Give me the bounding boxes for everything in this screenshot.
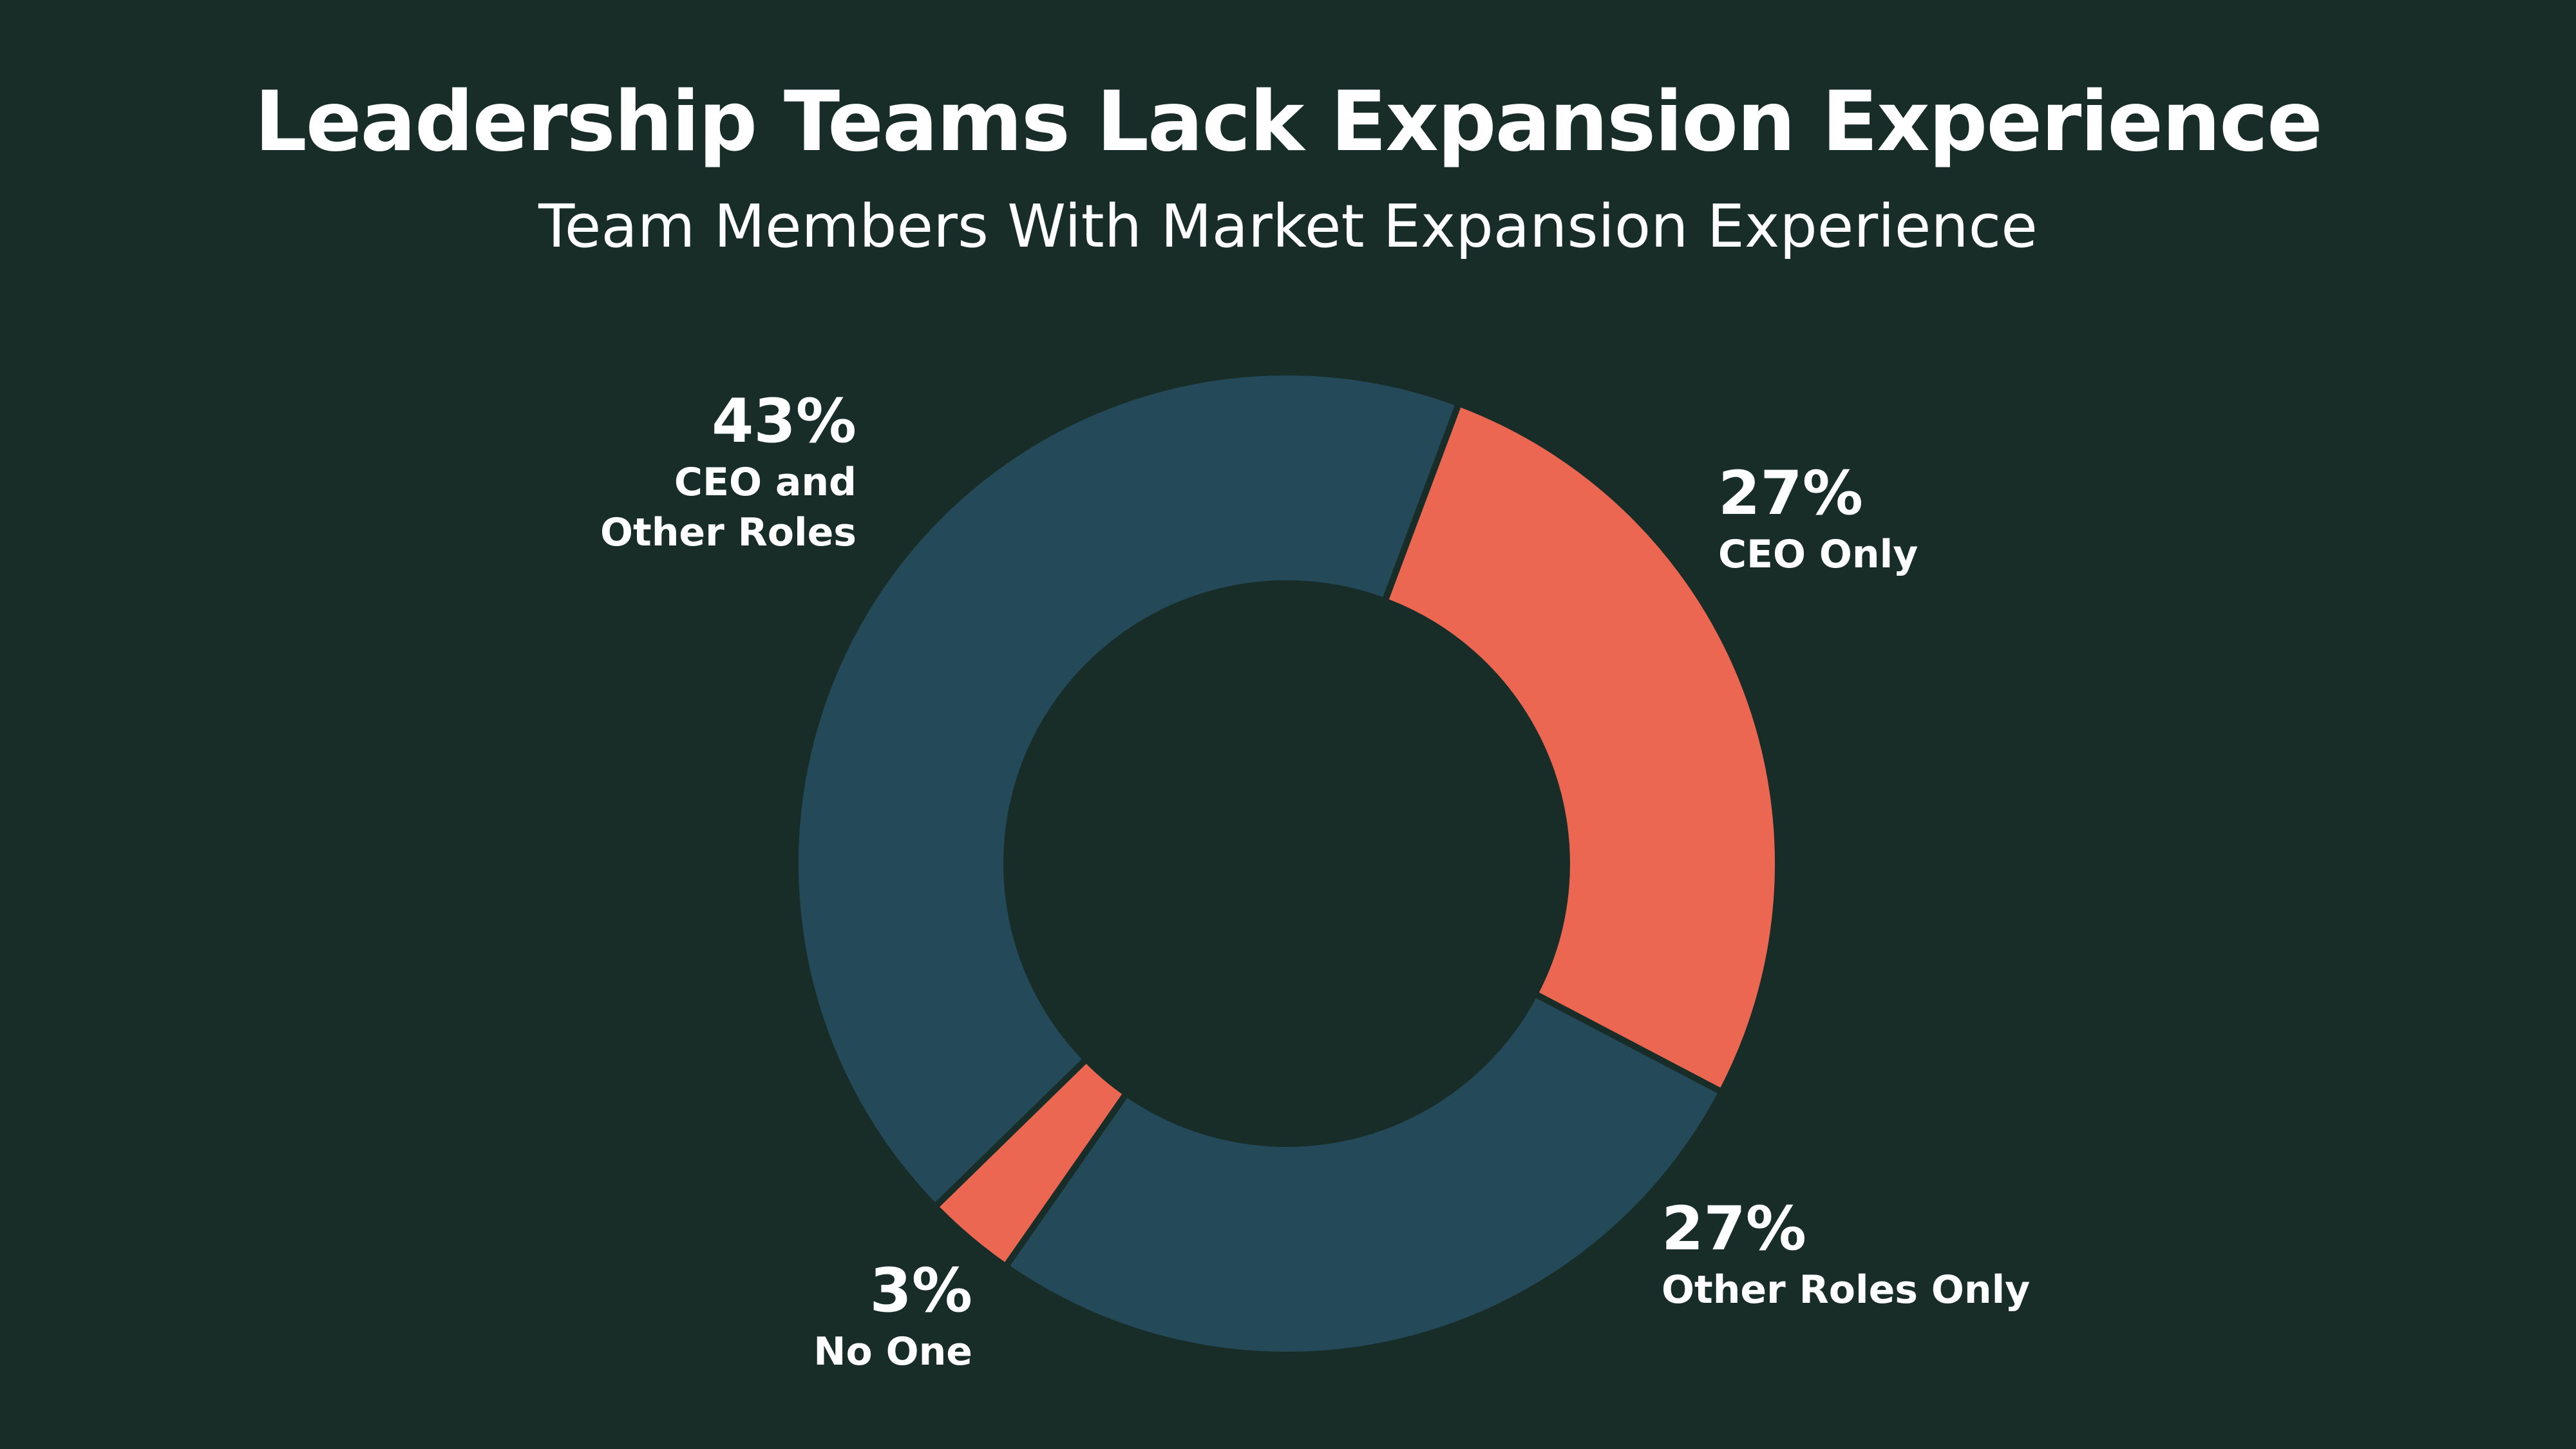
slice-category-label: CEO and Other Roles — [600, 460, 857, 555]
donut-slice-ceo-and-other-roles — [792, 369, 1463, 1211]
chart-title: Leadership Teams Lack Expansion Experien… — [254, 74, 2323, 170]
slice-category-label: No One — [813, 1329, 972, 1374]
slice-value-label: 27% — [1662, 1194, 1806, 1264]
donut-slice-other-roles-only — [1001, 989, 1727, 1358]
slice-value-label: 43% — [712, 386, 857, 457]
slice-value-label: 27% — [1718, 459, 1863, 529]
slice-category-label: CEO Only — [1718, 532, 1918, 577]
chart-subtitle: Team Members With Market Expansion Exper… — [538, 192, 2038, 261]
slice-label-no-one: 3% No One — [813, 1256, 972, 1377]
slice-value-label: 3% — [869, 1256, 972, 1326]
slice-label-other-roles-only: 27% Other Roles Only — [1662, 1194, 2030, 1315]
slice-category-label: Other Roles Only — [1662, 1267, 2031, 1312]
slice-label-ceo-only: 27% CEO Only — [1718, 459, 1918, 580]
donut-slice-ceo-only — [1380, 399, 1781, 1097]
slice-label-ceo-and-other-roles: 43% CEO and Other Roles — [600, 386, 857, 558]
